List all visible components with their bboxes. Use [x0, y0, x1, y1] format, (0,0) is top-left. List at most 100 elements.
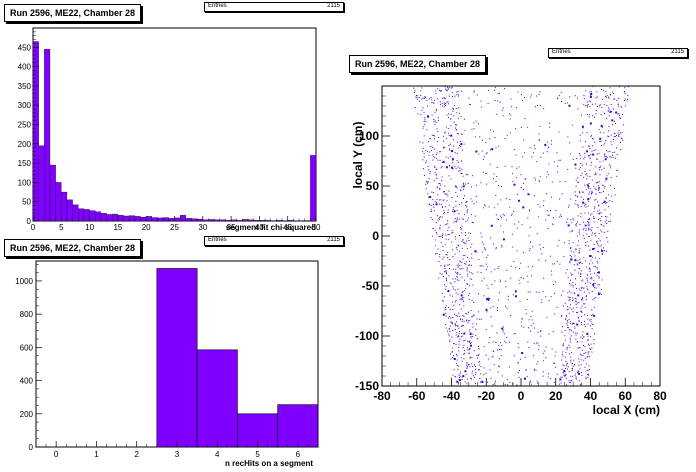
scatter-point	[603, 144, 605, 146]
scatter-point	[461, 376, 463, 378]
scatter-point	[439, 103, 441, 105]
scatter-point	[584, 282, 586, 284]
scatter-point	[440, 184, 442, 186]
scatter-point	[584, 152, 586, 154]
scatter-point	[425, 121, 427, 123]
histogram-bar	[112, 213, 119, 222]
scatter-point	[568, 104, 571, 107]
scatter-point	[457, 161, 459, 163]
scatter-point	[459, 170, 461, 172]
scatter-point	[600, 165, 602, 167]
scatter-point	[584, 203, 586, 205]
scatter-point	[578, 262, 580, 264]
scatter-point	[461, 168, 463, 170]
scatter-point	[570, 247, 572, 249]
scatter-point	[568, 344, 570, 346]
scatter-point	[447, 290, 450, 293]
scatter-point	[456, 354, 458, 356]
scatter-point	[579, 158, 581, 160]
scatter-point	[577, 235, 579, 237]
x-tick-label: 40	[584, 389, 598, 403]
scatter-point	[522, 206, 525, 209]
scatter-point	[422, 151, 424, 153]
scatter-point	[569, 298, 571, 300]
scatter-point	[463, 349, 465, 351]
scatter-point	[435, 173, 437, 175]
scatter-point	[569, 279, 571, 281]
scatter-point	[427, 116, 429, 118]
scatter-point	[586, 178, 588, 180]
scatter-point	[445, 305, 447, 307]
stats-box-localxy: Entries 2115	[548, 48, 688, 58]
scatter-point	[568, 204, 570, 206]
scatter-point	[422, 142, 424, 144]
scatter-point	[623, 124, 625, 126]
x-tick-label: -60	[408, 389, 426, 403]
scatter-point	[463, 183, 465, 185]
scatter-point	[624, 92, 626, 94]
scatter-point	[494, 380, 496, 382]
scatter-point	[443, 191, 445, 193]
scatter-point	[434, 112, 436, 114]
scatter-point	[461, 333, 463, 335]
scatter-point	[574, 269, 576, 271]
scatter-point	[546, 193, 548, 195]
histogram-bar	[117, 215, 124, 222]
scatter-point	[491, 356, 493, 358]
scatter-point	[423, 153, 425, 155]
scatter-point	[435, 253, 437, 255]
scatter-point	[466, 212, 468, 214]
scatter-point	[459, 260, 461, 262]
scatter-point	[469, 344, 472, 347]
scatter-point	[487, 381, 489, 383]
scatter-point	[445, 327, 447, 329]
scatter-point	[482, 251, 484, 253]
scatter-point	[618, 135, 620, 137]
scatter-point	[447, 195, 449, 197]
scatter-point	[580, 206, 582, 208]
histogram-bar	[146, 216, 153, 222]
scatter-point	[455, 334, 457, 336]
scatter-point	[461, 202, 463, 204]
scatter-point	[475, 382, 477, 384]
scatter-point	[588, 351, 590, 353]
scatter-point	[460, 228, 462, 230]
scatter-point	[442, 313, 445, 316]
scatter-point	[596, 268, 598, 270]
scatter-point	[543, 200, 545, 202]
scatter-point	[600, 220, 602, 222]
histogram-bar	[247, 219, 254, 222]
scatter-point	[543, 277, 545, 279]
scatter-point	[619, 132, 621, 134]
scatter-point	[473, 128, 475, 130]
scatter-point	[609, 156, 611, 158]
scatter-point	[465, 240, 467, 242]
scatter-point	[591, 262, 593, 264]
scatter-point	[597, 181, 599, 183]
scatter-point	[599, 284, 601, 286]
scatter-point	[478, 353, 480, 355]
scatter-point	[512, 181, 514, 183]
scatter-point	[561, 368, 563, 370]
scatter-point	[591, 276, 593, 278]
scatter-point	[464, 290, 466, 292]
scatter-point	[454, 152, 456, 154]
scatter-point	[456, 187, 458, 189]
scatter-point	[467, 209, 469, 211]
histogram-bar	[61, 191, 68, 222]
scatter-point	[590, 94, 592, 96]
scatter-point	[451, 159, 453, 161]
scatter-point	[569, 322, 571, 324]
scatter-point	[448, 113, 450, 115]
scatter-point	[512, 173, 514, 175]
scatter-point	[423, 135, 425, 137]
scatter-point	[576, 195, 578, 197]
scatter-point	[488, 206, 490, 208]
scatter-point	[518, 376, 520, 378]
scatter-point	[550, 296, 552, 298]
scatter-point	[604, 185, 606, 187]
scatter-point	[471, 186, 473, 188]
histogram-bar	[72, 204, 79, 222]
scatter-point	[614, 151, 616, 153]
scatter-point	[569, 261, 571, 263]
